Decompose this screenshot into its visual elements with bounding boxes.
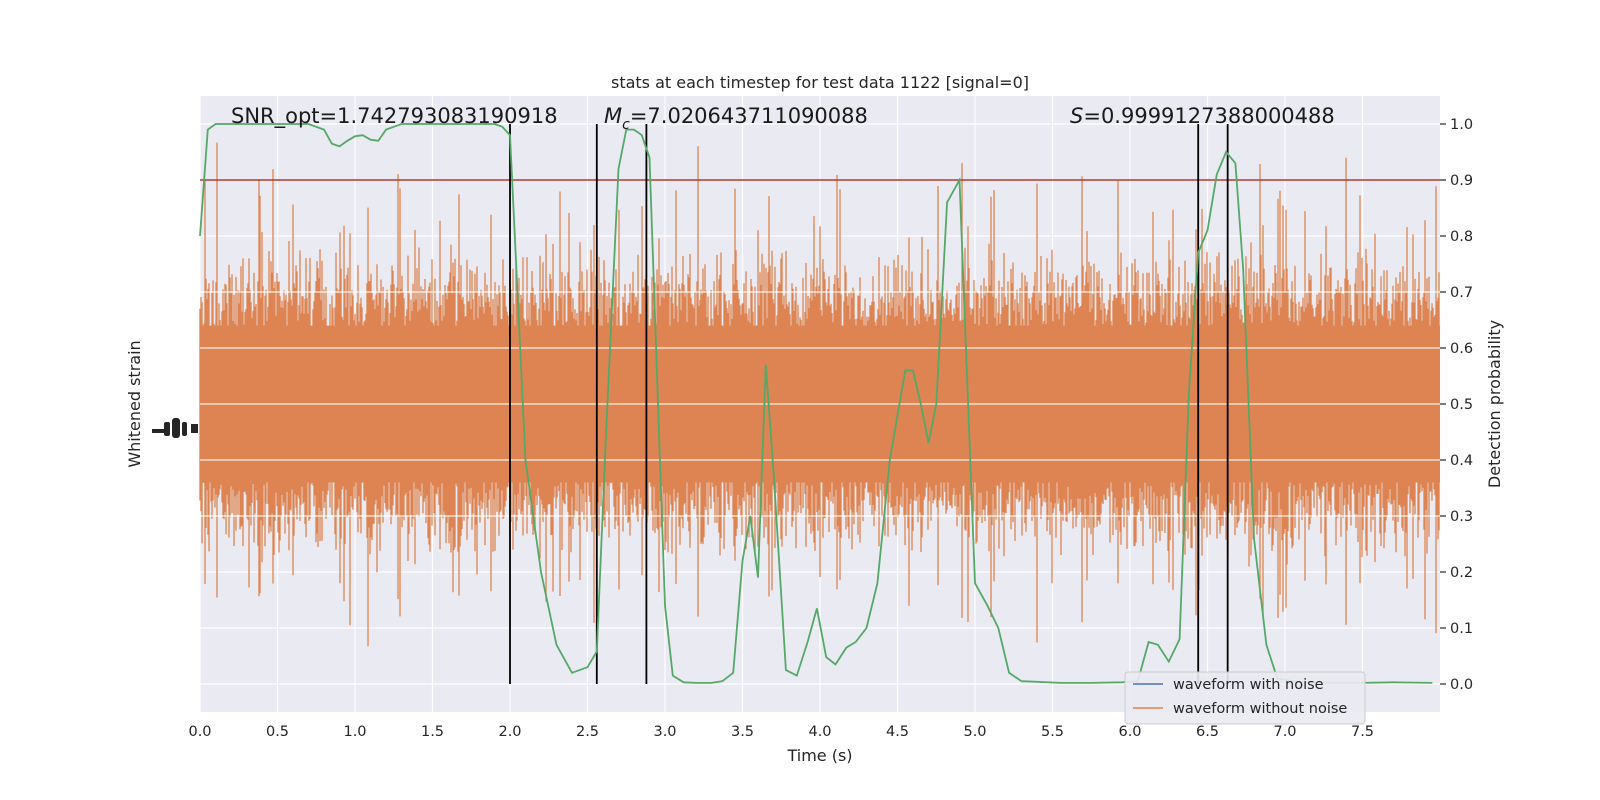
left-tick-mark [164, 422, 170, 436]
left-tick-mark [152, 429, 164, 433]
x-tick-label: 7.0 [1273, 724, 1296, 740]
y-tick-label: 0.6 [1450, 341, 1473, 357]
x-axis-label: Time (s) [786, 746, 852, 765]
mc-annotation: Mc=7.020643711090088 [604, 104, 868, 133]
y-tick-label: 0.7 [1450, 285, 1473, 301]
right-y-axis-ticks: 0.0 0.1 0.2 0.3 0.4 0.5 0.6 0.7 0.8 0.9 1.0 [1440, 117, 1473, 693]
y-tick-label: 0.4 [1450, 453, 1473, 469]
x-tick-label: 2.5 [576, 724, 599, 740]
x-tick-label: 1.5 [421, 724, 444, 740]
x-axis-ticks: 0.0 0.5 1.0 1.5 2.0 2.5 3.0 3.5 4.0 4.5 5.0 5.5 6.0 6… [188, 724, 1374, 740]
left-tick-mark [191, 424, 198, 433]
mc-value: =7.020643711090088 [630, 104, 868, 128]
y-tick-label: 0.0 [1450, 677, 1473, 693]
x-tick-label: 4.5 [886, 724, 909, 740]
y-tick-label: 0.1 [1450, 621, 1473, 637]
x-tick-label: 6.0 [1118, 724, 1141, 740]
left-tick-cluster [152, 418, 198, 438]
x-tick-label: 3.0 [653, 724, 676, 740]
left-tick-mark [172, 418, 180, 438]
x-tick-label: 5.5 [1041, 724, 1064, 740]
snr-annotation: SNR_opt=1.742793083190918 [231, 104, 558, 129]
chart-title: stats at each timestep for test data 112… [611, 73, 1029, 92]
s-value: =0.9999127388000488 [1083, 104, 1334, 128]
legend-label-without-noise: waveform without noise [1173, 701, 1347, 717]
x-tick-label: 7.5 [1351, 724, 1374, 740]
s-symbol: S [1070, 104, 1083, 128]
y-tick-label: 0.9 [1450, 173, 1473, 189]
s-annotation: S=0.9999127388000488 [1070, 104, 1335, 128]
x-tick-label: 0.5 [266, 724, 289, 740]
vertical-markers [509, 124, 1229, 684]
x-tick-label: 6.5 [1196, 724, 1219, 740]
mc-subscript: c [622, 117, 630, 133]
legend: waveform with noise waveform without noi… [1124, 671, 1366, 725]
y-tick-label: 0.5 [1450, 397, 1473, 413]
detection-probability-series [199, 123, 1433, 684]
mc-symbol: M [604, 104, 622, 128]
y-tick-label: 0.8 [1450, 229, 1473, 245]
legend-label-with-noise: waveform with noise [1173, 677, 1324, 693]
x-tick-label: 3.5 [731, 724, 754, 740]
x-tick-label: 1.0 [343, 724, 366, 740]
grid-overlay [200, 291, 1440, 517]
detection-probability-line [199, 123, 1433, 684]
y-tick-label: 0.3 [1450, 509, 1473, 525]
y-tick-label: 1.0 [1450, 117, 1473, 133]
right-y-axis-label: Detection probability [1485, 320, 1504, 488]
waveform-without-noise-series [199, 142, 1440, 647]
left-y-axis-label: Whitened strain [125, 340, 144, 467]
left-tick-mark [182, 422, 187, 436]
x-tick-label: 0.0 [188, 724, 211, 740]
legend-box [1124, 671, 1366, 725]
x-tick-label: 4.0 [808, 724, 831, 740]
x-tick-label: 5.0 [963, 724, 986, 740]
x-tick-label: 2.0 [498, 724, 521, 740]
y-tick-label: 0.2 [1450, 565, 1473, 581]
